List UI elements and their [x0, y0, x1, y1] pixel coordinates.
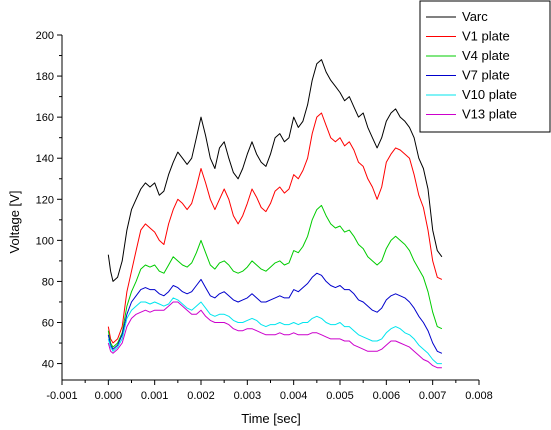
- y-tick-label: 60: [42, 318, 54, 330]
- y-tick-label: 80: [42, 276, 54, 288]
- series-line-v7-plate: [107, 272, 443, 354]
- x-tick-label: 0.008: [465, 390, 493, 402]
- x-axis-title: Time [sec]: [241, 411, 300, 426]
- legend-box: [419, 0, 551, 133]
- series-line-varc: [107, 59, 443, 282]
- legend: Varc V1 plate V4 plate V7 plate V10 plate V13…: [419, 0, 551, 133]
- y-tick-label: 100: [36, 235, 54, 247]
- y-tick-label: 120: [36, 194, 54, 206]
- y-tick-label: 200: [36, 30, 54, 42]
- legend-label: V1 plate: [462, 29, 510, 44]
- axes: -0.001 0.000 0.001 0.002 0.003 0.004 0.005 0.00…: [36, 30, 493, 402]
- x-tick-label: 0.002: [187, 390, 215, 402]
- series-line-v1-plate: [107, 112, 443, 344]
- x-tick-label: 0.005: [326, 390, 354, 402]
- x-tick-label: 0.007: [419, 390, 447, 402]
- y-tick-label: 180: [36, 71, 54, 83]
- series-lines: [107, 59, 443, 369]
- legend-label: V13 plate: [462, 107, 517, 122]
- y-tick-label: 160: [36, 112, 54, 124]
- legend-label: Varc: [462, 9, 488, 24]
- x-tick-label: -0.001: [46, 390, 77, 402]
- series-line-v10-plate: [107, 297, 442, 365]
- legend-label: V4 plate: [462, 48, 510, 63]
- y-axis-title: Voltage [V]: [7, 191, 22, 254]
- x-tick-label: 0.001: [141, 390, 169, 402]
- x-tick-label: 0.006: [373, 390, 401, 402]
- series-line-v13-plate: [107, 301, 442, 369]
- y-tick-label: 140: [36, 153, 54, 165]
- legend-label: V7 plate: [462, 68, 510, 83]
- x-tick-label: 0.003: [234, 390, 262, 402]
- legend-label: V10 plate: [462, 87, 517, 102]
- x-tick-label: 0.004: [280, 390, 308, 402]
- x-tick-label: 0.000: [95, 390, 123, 402]
- y-tick-label: 40: [42, 359, 54, 371]
- series-line-v4-plate: [107, 204, 443, 348]
